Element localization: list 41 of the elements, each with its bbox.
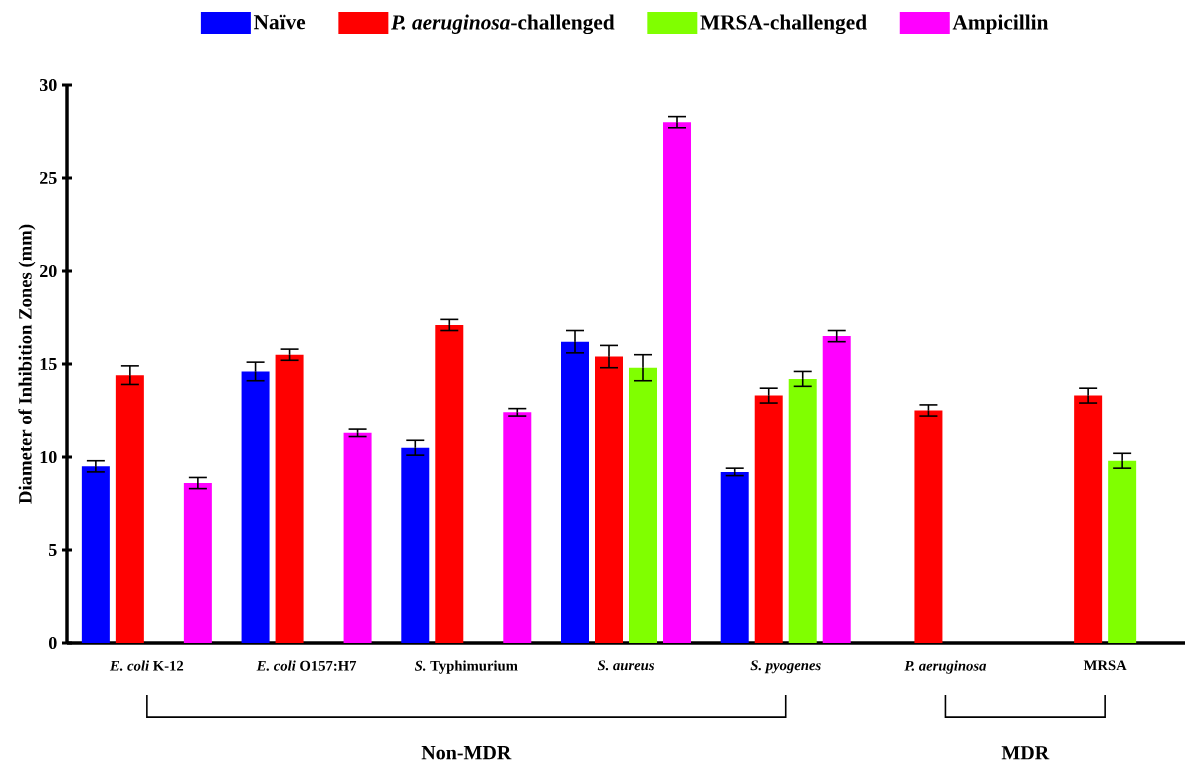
x-tick-label: MRSA (1083, 660, 1127, 671)
bar (241, 371, 270, 643)
legend-label: Naïve (253, 14, 306, 30)
y-tick-label: 0 (48, 636, 57, 650)
bar (1074, 395, 1103, 643)
y-tick-label: 20 (40, 264, 57, 278)
bar (720, 471, 749, 643)
bar (754, 395, 783, 643)
y-tick-label: 15 (40, 357, 57, 371)
bar (822, 336, 851, 643)
legend-label: P. aeruginosa-challenged (391, 14, 615, 35)
bar (503, 412, 532, 643)
x-tick-label: S. pyogenes (750, 660, 821, 674)
y-axis-title: Diameter of Inhibition Zones (mm) (18, 224, 36, 504)
x-tick-label: S. aureus (597, 660, 655, 671)
bar (914, 410, 943, 643)
bar (183, 483, 212, 643)
x-tick-label: P. aeruginosa (904, 660, 987, 674)
bar (1108, 460, 1137, 643)
bar (629, 367, 657, 643)
bar (435, 324, 464, 643)
y-tick-label: 5 (49, 544, 57, 556)
x-tick-label: E. coli K-12 (109, 660, 184, 671)
x-tick-label: E. coli O157:H7 (256, 660, 357, 671)
y-tick-label: 30 (39, 78, 57, 92)
bar (115, 375, 144, 643)
bar (343, 432, 372, 643)
bar (663, 122, 692, 643)
bar (561, 341, 590, 643)
y-tick-label: 25 (40, 171, 57, 185)
bar (275, 354, 304, 643)
bar (401, 447, 430, 643)
x-tick-label: S. Typhimurium (414, 660, 518, 674)
text: Non-MDR (421, 746, 512, 760)
bar (595, 356, 623, 643)
legend-label: Ampicillin (952, 14, 1049, 34)
bar (788, 378, 817, 643)
bar (81, 466, 110, 643)
text: MDR (1001, 746, 1050, 760)
legend-label: MRSA-challenged (700, 14, 867, 35)
y-tick-label: 10 (40, 450, 57, 464)
